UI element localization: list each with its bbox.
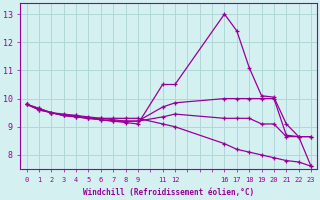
X-axis label: Windchill (Refroidissement éolien,°C): Windchill (Refroidissement éolien,°C) [83,188,254,197]
